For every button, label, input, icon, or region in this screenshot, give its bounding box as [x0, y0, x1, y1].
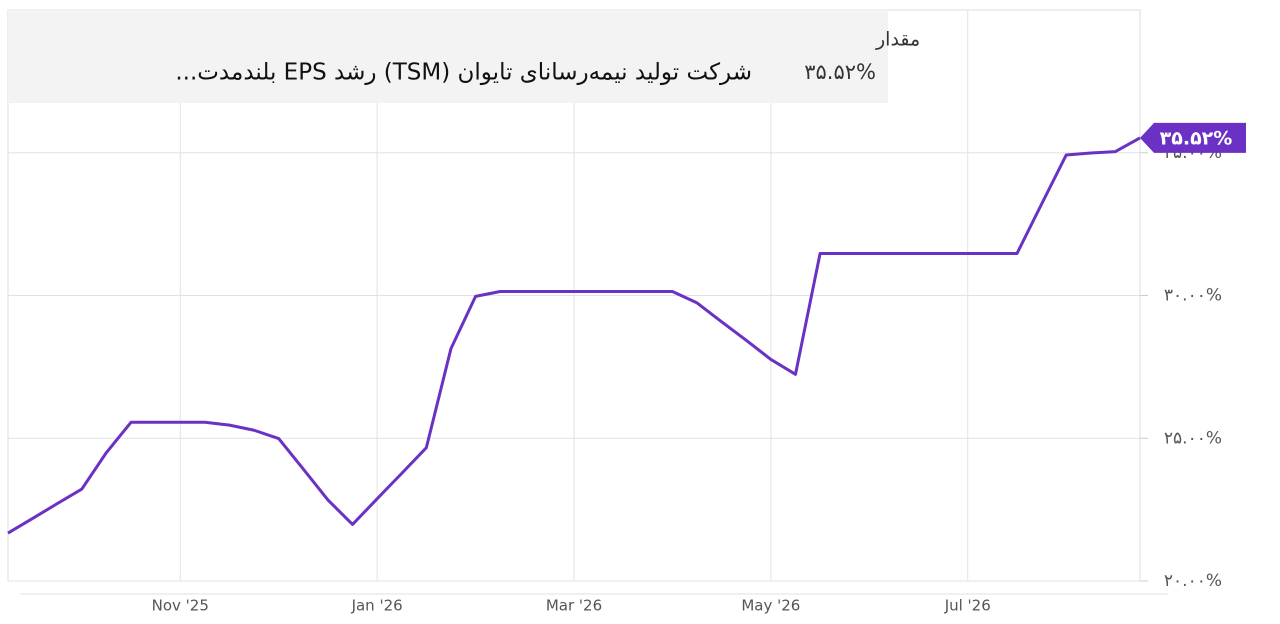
- value-marker: [1140, 122, 1246, 153]
- value-header: مقدار: [875, 29, 920, 51]
- lines: [7, 136, 1141, 535]
- x-tick-label: Nov '25: [152, 597, 209, 615]
- legend-value: ۳۵.۵۲%: [804, 60, 876, 84]
- grid: [8, 10, 1148, 582]
- y-tick-label: ۳۰.۰۰%: [1164, 286, 1222, 306]
- chart-title: شرکت تولید نیمه‌رسانای تایوان (TSM) رشد …: [175, 60, 752, 86]
- y-tick-label: ۲۰.۰۰%: [1164, 571, 1222, 591]
- series-line: [7, 136, 1141, 535]
- x-tick-label: Jul '26: [944, 597, 991, 615]
- x-tick-label: Jan '26: [351, 597, 403, 615]
- x-tick-label: May '26: [741, 597, 800, 615]
- legend-box: [8, 10, 888, 103]
- y-tick-label: ۲۵.۰۰%: [1164, 428, 1222, 448]
- x-tick-label: Mar '26: [546, 597, 602, 615]
- value-marker-label: ۳۵.۵۲%: [1160, 127, 1233, 149]
